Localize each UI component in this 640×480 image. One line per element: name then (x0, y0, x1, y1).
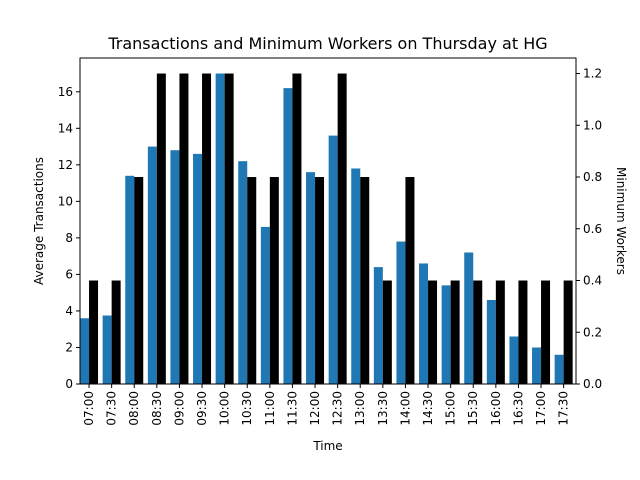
x-tick-label: 16:00 (489, 391, 503, 426)
left-y-axis: 0 2 4 6 8 10 12 14 16 (58, 85, 80, 391)
left-y-tick-label: 8 (65, 231, 73, 245)
workers-bar-18 (495, 280, 505, 384)
x-tick-label: 15:30 (466, 391, 480, 426)
transactions-bar-19 (509, 336, 519, 384)
workers-bar-5 (202, 73, 212, 385)
transactions-bar-6 (215, 73, 225, 385)
x-tick-label: 14:30 (421, 391, 435, 426)
x-tick-label: 10:00 (218, 391, 232, 426)
left-y-tick-label: 10 (58, 194, 73, 208)
right-y-axis: 0.0 0.2 0.4 0.6 0.8 1.0 1.2 (576, 67, 602, 391)
transactions-bar-2 (125, 175, 135, 384)
right-y-tick-label: 0.4 (583, 274, 602, 288)
left-y-tick-label: 0 (65, 377, 73, 391)
x-tick-label: 08:00 (127, 391, 141, 426)
x-tick-label: 07:00 (82, 391, 96, 426)
left-y-tick-label: 6 (65, 267, 73, 281)
x-tick-label: 12:00 (308, 391, 322, 426)
transactions-bar-11 (328, 135, 338, 384)
transactions-bar-3 (147, 146, 157, 384)
plot-frame (79, 57, 577, 385)
bars-layer (80, 73, 573, 385)
transactions-bar-15 (419, 263, 429, 384)
x-tick-label: 15:00 (444, 391, 458, 426)
transactions-bar-0 (80, 318, 90, 384)
x-tick-label: 12:30 (331, 391, 345, 426)
workers-bar-14 (405, 177, 415, 384)
transactions-bar-8 (260, 226, 270, 384)
transactions-bar-5 (193, 153, 203, 384)
x-tick-label: 16:30 (511, 391, 525, 426)
workers-bar-15 (428, 280, 438, 384)
x-axis: 07:00 07:30 08:00 08:30 09:00 09:30 10:00 10:30… (82, 384, 571, 426)
x-tick-label: 13:30 (376, 391, 390, 426)
right-y-tick-label: 0.0 (583, 377, 602, 391)
x-tick-label: 09:00 (172, 391, 186, 426)
workers-bar-16 (450, 280, 460, 384)
transactions-bar-21 (554, 354, 564, 384)
right-y-axis-label: Minimum Workers (614, 167, 628, 275)
chart-title: Transactions and Minimum Workers on Thur… (107, 34, 547, 53)
transactions-bar-7 (238, 161, 248, 384)
transactions-bar-12 (351, 168, 361, 384)
workers-bar-0 (89, 280, 99, 384)
left-y-tick-label: 14 (58, 121, 73, 135)
transactions-bar-17 (464, 252, 474, 384)
workers-bar-11 (337, 73, 347, 385)
right-y-tick-label: 0.8 (583, 170, 602, 184)
x-tick-label: 14:00 (398, 391, 412, 426)
left-y-axis-label: Average Transactions (32, 157, 46, 285)
x-tick-label: 11:00 (263, 391, 277, 426)
left-y-tick-label: 12 (58, 158, 73, 172)
workers-bar-10 (315, 177, 325, 384)
workers-bar-12 (360, 177, 370, 384)
right-y-tick-label: 0.2 (583, 325, 602, 339)
workers-bar-3 (156, 73, 166, 385)
workers-bar-17 (473, 280, 483, 384)
right-y-tick-label: 0.6 (583, 222, 602, 236)
transactions-bar-18 (486, 299, 496, 384)
workers-bar-9 (292, 73, 302, 385)
x-tick-label: 11:30 (285, 391, 299, 426)
left-y-tick-label: 4 (65, 304, 73, 318)
right-y-tick-label: 1.2 (583, 67, 602, 81)
workers-bar-6 (224, 73, 234, 385)
transactions-bar-4 (170, 150, 180, 384)
workers-bar-8 (269, 177, 279, 384)
transactions-bar-14 (396, 241, 406, 384)
workers-bar-4 (179, 73, 189, 385)
x-axis-label: Time (312, 439, 342, 453)
workers-bar-7 (247, 177, 257, 384)
workers-bar-13 (382, 280, 392, 384)
right-y-tick-label: 1.0 (583, 118, 602, 132)
transactions-bar-1 (102, 315, 112, 384)
workers-bar-19 (518, 280, 528, 384)
x-tick-label: 13:00 (353, 391, 367, 426)
workers-bar-2 (134, 177, 144, 384)
left-y-tick-label: 16 (58, 85, 73, 99)
x-tick-label: 10:30 (240, 391, 254, 426)
transactions-bar-10 (306, 172, 316, 384)
transactions-bar-16 (441, 285, 451, 384)
workers-bar-20 (541, 280, 551, 384)
x-tick-label: 17:00 (534, 391, 548, 426)
workers-bar-21 (563, 280, 573, 384)
left-y-tick-label: 2 (65, 340, 73, 354)
transactions-bar-20 (532, 347, 542, 384)
transactions-bar-13 (373, 267, 383, 384)
workers-bar-1 (111, 280, 121, 384)
x-tick-label: 17:30 (557, 391, 571, 426)
transactions-bar-9 (283, 88, 293, 384)
x-tick-label: 07:30 (105, 391, 119, 426)
x-tick-label: 09:30 (195, 391, 209, 426)
x-tick-label: 08:30 (150, 391, 164, 426)
